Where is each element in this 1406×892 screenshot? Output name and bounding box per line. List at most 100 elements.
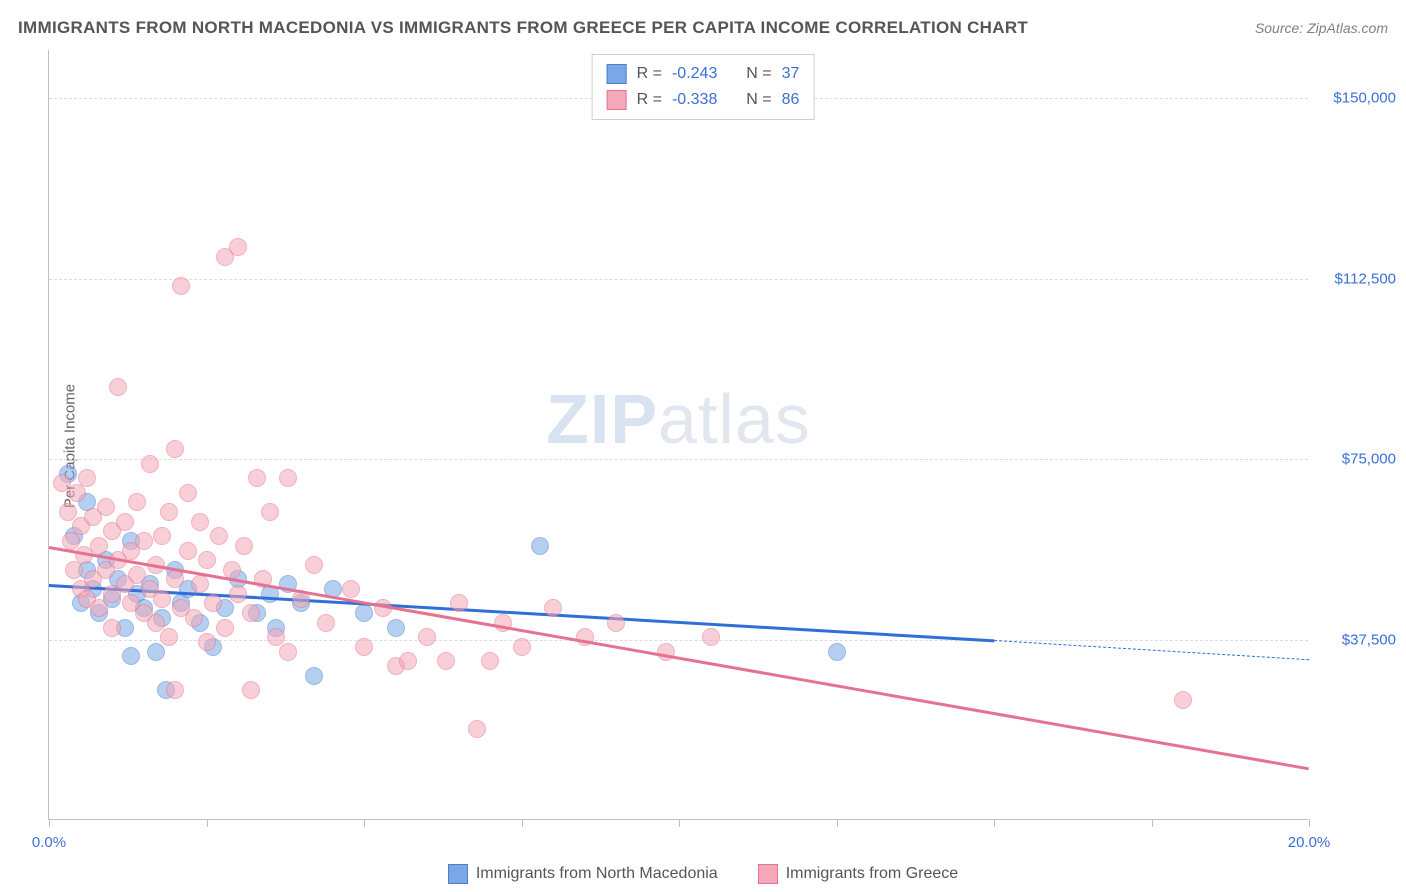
r-value-0: -0.243 — [672, 61, 717, 87]
watermark-zip: ZIP — [546, 380, 658, 458]
scatter-point — [229, 238, 247, 256]
legend-swatch-1 — [758, 864, 778, 884]
scatter-point — [305, 667, 323, 685]
x-tick — [364, 819, 365, 827]
r-label: R = — [637, 61, 662, 87]
scatter-point — [103, 619, 121, 637]
scatter-point — [97, 498, 115, 516]
r-label: R = — [637, 87, 662, 113]
scatter-point — [210, 527, 228, 545]
x-tick — [49, 819, 50, 827]
source-attribution: Source: ZipAtlas.com — [1255, 20, 1388, 36]
x-tick-label: 0.0% — [32, 834, 66, 851]
scatter-point — [437, 652, 455, 670]
scatter-point — [279, 469, 297, 487]
watermark-atlas: atlas — [658, 380, 811, 458]
gridline — [49, 459, 1308, 460]
scatter-point — [166, 440, 184, 458]
x-tick — [837, 819, 838, 827]
scatter-point — [387, 619, 405, 637]
x-tick — [207, 819, 208, 827]
x-tick — [679, 819, 680, 827]
scatter-point — [513, 638, 531, 656]
x-tick — [1152, 819, 1153, 827]
scatter-point — [78, 469, 96, 487]
scatter-point — [450, 594, 468, 612]
scatter-point — [185, 609, 203, 627]
scatter-point — [172, 277, 190, 295]
r-value-1: -0.338 — [672, 87, 717, 113]
x-tick — [1309, 819, 1310, 827]
scatter-point — [128, 493, 146, 511]
scatter-point — [166, 681, 184, 699]
legend-swatch-series-1 — [607, 90, 627, 110]
scatter-point — [235, 537, 253, 555]
scatter-point — [122, 647, 140, 665]
stats-legend: R = -0.243 N = 37 R = -0.338 N = 86 — [592, 54, 815, 120]
y-tick-label: $75,000 — [1316, 451, 1396, 468]
scatter-point — [179, 484, 197, 502]
n-label: N = — [746, 61, 771, 87]
scatter-point — [242, 681, 260, 699]
scatter-point — [204, 594, 222, 612]
scatter-point — [317, 614, 335, 632]
legend-label-1: Immigrants from Greece — [786, 865, 958, 883]
scatter-point — [242, 604, 260, 622]
scatter-point — [116, 513, 134, 531]
scatter-point — [166, 570, 184, 588]
scatter-point — [544, 599, 562, 617]
trend-line — [49, 546, 1309, 770]
scatter-point — [355, 604, 373, 622]
scatter-point — [153, 590, 171, 608]
watermark: ZIPatlas — [546, 379, 811, 459]
y-tick-label: $112,500 — [1316, 270, 1396, 287]
scatter-point — [418, 628, 436, 646]
scatter-point — [216, 619, 234, 637]
scatter-point — [147, 643, 165, 661]
gridline — [49, 279, 1308, 280]
scatter-point — [135, 532, 153, 550]
scatter-point — [141, 455, 159, 473]
scatter-point — [90, 537, 108, 555]
scatter-point — [702, 628, 720, 646]
legend-swatch-0 — [448, 864, 468, 884]
legend-label-0: Immigrants from North Macedonia — [476, 865, 718, 883]
bottom-legend: Immigrants from North Macedonia Immigran… — [0, 864, 1406, 884]
plot-area: ZIPatlas $37,500$75,000$112,500$150,0000… — [48, 50, 1308, 820]
scatter-point — [355, 638, 373, 656]
scatter-point — [198, 551, 216, 569]
title-bar: IMMIGRANTS FROM NORTH MACEDONIA VS IMMIG… — [18, 18, 1388, 38]
y-tick-label: $37,500 — [1316, 631, 1396, 648]
chart-title: IMMIGRANTS FROM NORTH MACEDONIA VS IMMIG… — [18, 18, 1028, 38]
scatter-point — [191, 513, 209, 531]
scatter-point — [90, 599, 108, 617]
scatter-point — [160, 503, 178, 521]
scatter-point — [481, 652, 499, 670]
x-tick — [994, 819, 995, 827]
scatter-point — [198, 633, 216, 651]
scatter-point — [261, 503, 279, 521]
scatter-point — [248, 469, 266, 487]
x-tick-label: 20.0% — [1288, 834, 1331, 851]
stats-row-series-0: R = -0.243 N = 37 — [607, 61, 800, 87]
scatter-point — [305, 556, 323, 574]
scatter-point — [160, 628, 178, 646]
scatter-point — [153, 527, 171, 545]
legend-swatch-series-0 — [607, 64, 627, 84]
stats-row-series-1: R = -0.338 N = 86 — [607, 87, 800, 113]
x-tick — [522, 819, 523, 827]
n-label: N = — [746, 87, 771, 113]
legend-item-0: Immigrants from North Macedonia — [448, 864, 718, 884]
y-tick-label: $150,000 — [1316, 90, 1396, 107]
scatter-point — [399, 652, 417, 670]
trend-line-dashed — [994, 640, 1309, 661]
scatter-point — [468, 720, 486, 738]
scatter-point — [531, 537, 549, 555]
legend-item-1: Immigrants from Greece — [758, 864, 958, 884]
scatter-point — [607, 614, 625, 632]
n-value-0: 37 — [782, 61, 800, 87]
scatter-point — [179, 542, 197, 560]
scatter-point — [191, 575, 209, 593]
scatter-point — [109, 378, 127, 396]
scatter-point — [828, 643, 846, 661]
